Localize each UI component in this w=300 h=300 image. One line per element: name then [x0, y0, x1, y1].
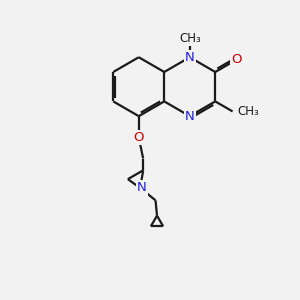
Text: CH₃: CH₃ — [237, 105, 259, 118]
Text: N: N — [137, 182, 147, 194]
Text: N: N — [185, 51, 195, 64]
Text: O: O — [231, 53, 242, 66]
Text: CH₃: CH₃ — [179, 32, 201, 45]
Text: O: O — [134, 131, 144, 144]
Text: N: N — [185, 110, 195, 123]
